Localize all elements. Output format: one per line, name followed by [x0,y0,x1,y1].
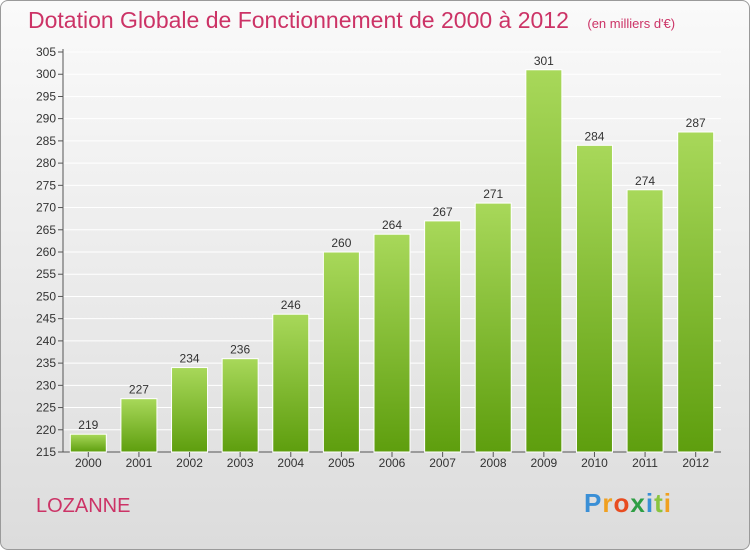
logo-letter: x [630,488,646,518]
x-tick-label: 2006 [379,456,406,470]
logo-letter: P [584,488,603,518]
bar [373,233,411,453]
y-tick-label: 260 [36,245,56,259]
x-tick-label: 2004 [277,456,304,470]
data-label: 267 [433,205,453,219]
chart-subtitle: (en milliers d'€) [587,16,676,31]
y-tick-label: 290 [36,112,56,126]
y-tick-label: 245 [36,312,56,326]
data-label: 301 [534,54,554,68]
x-tick-label: 2005 [328,456,355,470]
data-label: 264 [382,218,402,232]
bar [221,358,259,453]
x-tick-label: 2008 [480,456,507,470]
chart-title: Dotation Globale de Fonctionnement de 20… [28,7,569,33]
x-tick-label: 2007 [429,456,456,470]
logo-letter: t [654,488,664,518]
x-tick-label: 2009 [530,456,557,470]
y-tick-label: 275 [36,178,56,192]
data-label: 271 [483,187,503,201]
data-label: 287 [686,116,706,130]
x-tick-label: 2001 [126,456,153,470]
x-tick-label: 2010 [581,456,608,470]
logo-letter: o [613,488,631,518]
data-label: 236 [230,343,250,357]
bar [322,251,360,453]
y-tick-label: 285 [36,134,56,148]
data-label: 219 [78,418,98,432]
commune-name: LOZANNE [36,495,131,517]
bar [626,189,664,453]
logo-letter: i [663,488,672,518]
bar [171,367,209,453]
y-tick-label: 295 [36,89,56,103]
y-tick-label: 255 [36,267,56,281]
bar [424,220,462,453]
chart-title-block: Dotation Globale de Fonctionnement de 20… [28,7,675,34]
bar [272,313,310,453]
bar [575,144,613,453]
data-label: 260 [331,236,351,250]
logo-letter: i [645,488,655,518]
data-label: 227 [129,383,149,397]
bar [120,398,158,453]
x-tick-label: 2011 [632,456,658,470]
y-tick-label: 300 [36,67,56,81]
proxiti-logo: Proxiti [584,488,672,519]
y-tick-label: 250 [36,289,56,303]
x-tick-label: 2002 [176,456,203,470]
y-tick-label: 230 [36,378,56,392]
logo-letter: r [602,488,614,518]
y-tick-label: 235 [36,356,56,370]
y-tick-label: 225 [36,401,56,415]
y-tick-label: 280 [36,156,56,170]
data-label: 274 [635,174,655,188]
x-tick-label: 2003 [227,456,254,470]
bar [474,202,512,453]
data-label: 284 [584,129,604,143]
y-tick-label: 240 [36,334,56,348]
data-label: 234 [180,352,200,366]
bar [525,69,563,453]
x-tick-label: 2000 [75,456,102,470]
y-tick-label: 265 [36,223,56,237]
bar [677,131,715,453]
y-tick-label: 305 [36,45,56,59]
y-tick-label: 220 [36,423,56,437]
bar [69,433,107,453]
data-label: 246 [281,298,301,312]
y-tick-label: 215 [36,445,56,459]
y-tick-label: 270 [36,201,56,215]
x-tick-label: 2012 [682,456,709,470]
